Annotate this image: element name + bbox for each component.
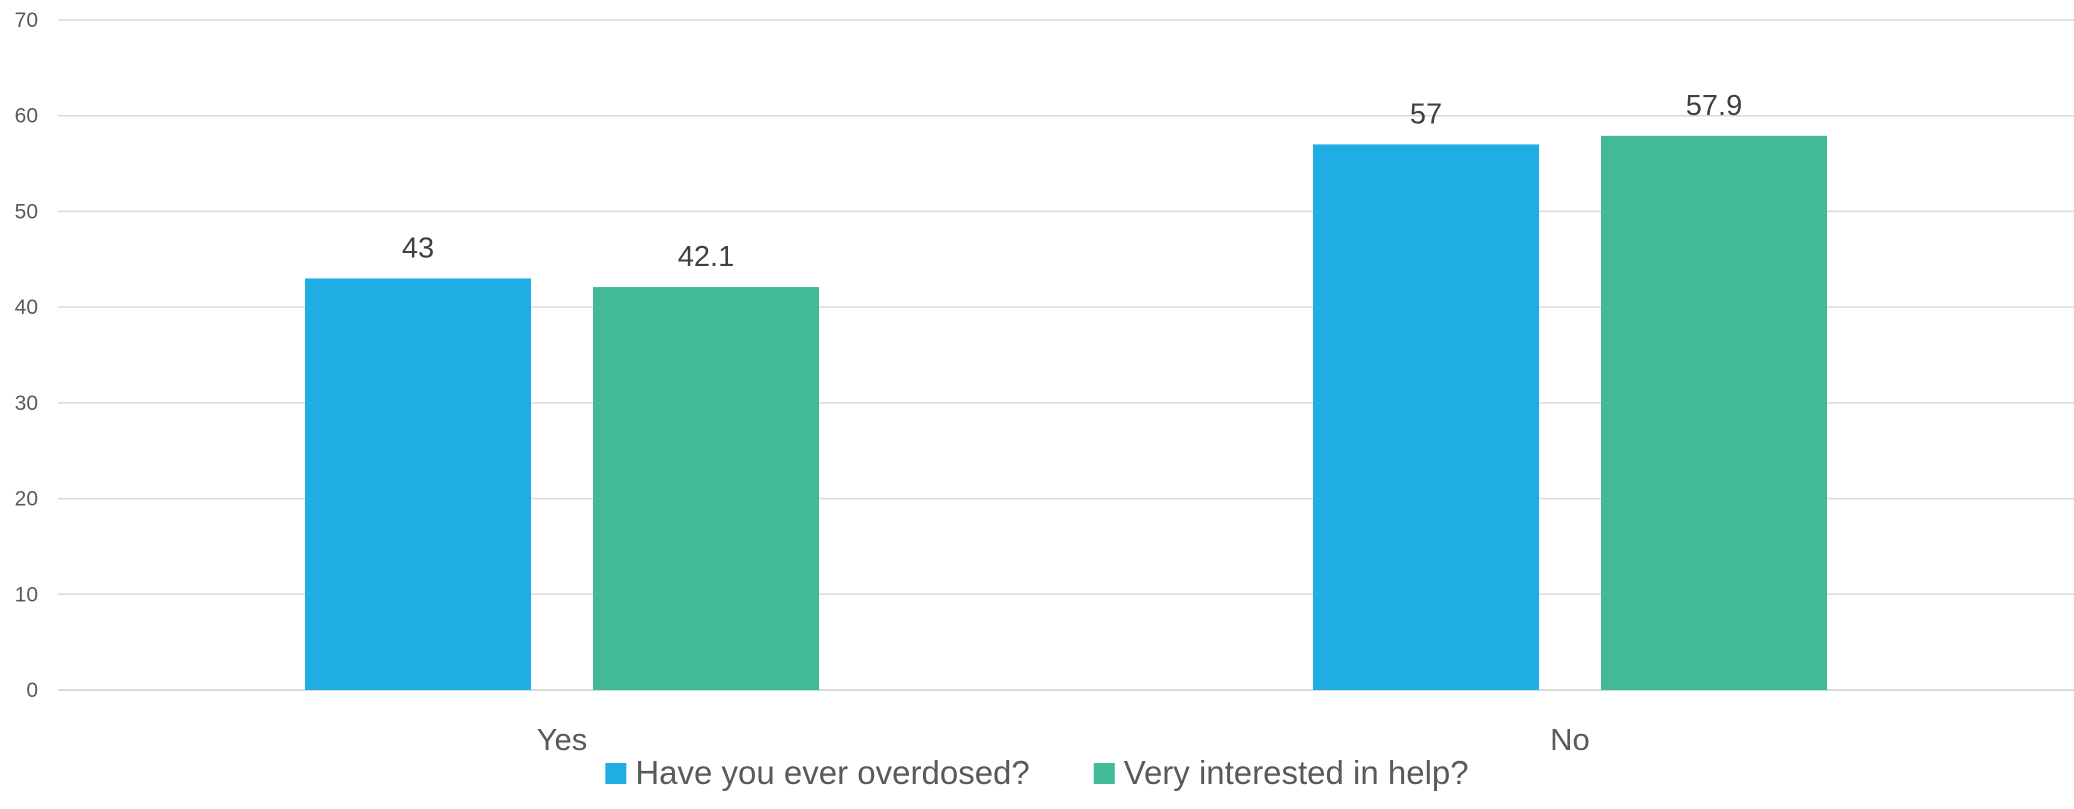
y-tick-label: 10	[15, 583, 38, 606]
data-label: 57	[1410, 98, 1442, 130]
y-tick-label: 50	[15, 200, 38, 223]
legend-item: Very interested in help?	[1093, 754, 1469, 791]
bar-yes-series-2	[593, 287, 819, 690]
y-tick-label: 30	[15, 392, 38, 415]
y-axis-tick-labels: 0 10 20 30 40 50 60 70	[15, 9, 38, 702]
bar-yes-series-1	[305, 278, 531, 690]
data-labels: 43 42.1 57 57.9	[402, 90, 1742, 273]
bar-no-series-2	[1601, 135, 1827, 691]
data-label: 42.1	[678, 241, 734, 273]
category-label: Yes	[537, 722, 588, 757]
y-tick-label: 0	[26, 679, 38, 702]
legend-swatch	[1093, 763, 1115, 784]
x-axis-category-labels: Yes No	[537, 722, 1590, 757]
category-label: No	[1550, 722, 1590, 757]
legend-label: Have you ever overdosed?	[635, 754, 1029, 791]
data-label: 57.9	[1686, 90, 1742, 122]
legend: Have you ever overdosed? Very interested …	[605, 754, 1469, 791]
y-tick-label: 70	[15, 9, 38, 32]
legend-swatch	[605, 763, 627, 784]
legend-item: Have you ever overdosed?	[605, 754, 1030, 791]
y-tick-label: 40	[15, 296, 38, 319]
bars	[305, 135, 1827, 691]
data-label: 43	[402, 232, 434, 264]
y-tick-label: 20	[15, 488, 38, 511]
legend-label: Very interested in help?	[1124, 754, 1469, 791]
y-tick-label: 60	[15, 105, 38, 128]
bar-no-series-1	[1313, 144, 1539, 690]
